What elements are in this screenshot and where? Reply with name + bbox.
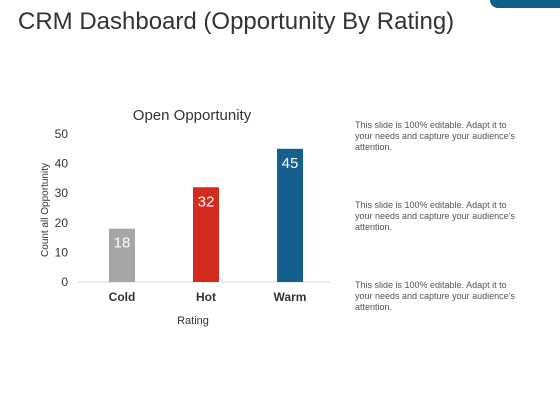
y-tick-label: 40 — [55, 157, 69, 171]
y-axis-label: Count all Opportunity — [40, 163, 51, 257]
y-tick-label: 0 — [61, 275, 68, 289]
chart-title: Open Opportunity — [133, 107, 252, 124]
y-axis-ticks: 0 10 20 30 40 50 — [55, 127, 69, 289]
y-tick-label: 20 — [55, 216, 69, 230]
x-axis-ticks: Cold Hot Warm — [109, 290, 307, 304]
bars: 18 32 45 — [109, 148, 303, 282]
data-label: 32 — [198, 193, 215, 210]
x-axis-label: Rating — [177, 315, 209, 327]
note-text: This slide is 100% editable. Adapt it to… — [355, 120, 515, 152]
page-title: CRM Dashboard (Opportunity By Rating) — [18, 8, 455, 35]
note-text: This slide is 100% editable. Adapt it to… — [355, 200, 515, 232]
y-tick-label: 10 — [55, 245, 69, 259]
note-text: This slide is 100% editable. Adapt it to… — [355, 280, 515, 312]
bar-hot — [193, 187, 219, 282]
x-tick-label: Warm — [274, 290, 307, 304]
x-tick-label: Hot — [196, 290, 216, 304]
bar-warm — [277, 148, 303, 282]
data-label: 45 — [282, 155, 299, 172]
data-label: 18 — [114, 235, 131, 252]
y-tick-label: 30 — [55, 186, 69, 200]
x-tick-label: Cold — [109, 290, 136, 304]
y-tick-label: 50 — [55, 127, 69, 141]
accent-bar — [490, 0, 560, 8]
bar-cold — [109, 228, 135, 282]
